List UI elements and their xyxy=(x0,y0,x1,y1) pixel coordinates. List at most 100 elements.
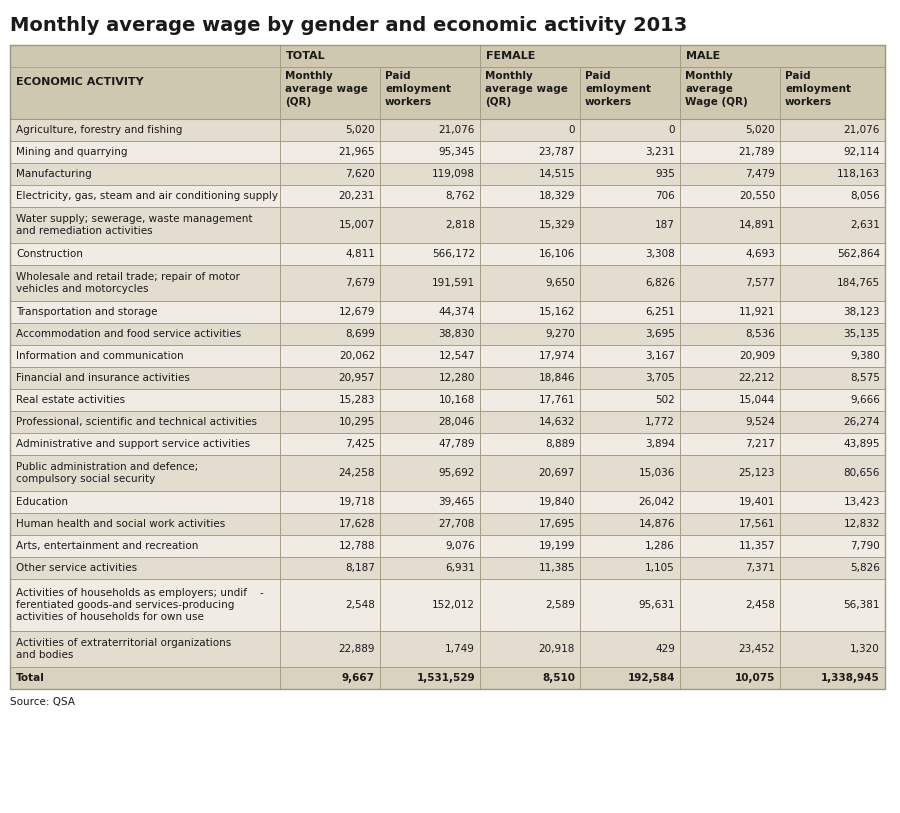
Text: 2,589: 2,589 xyxy=(545,600,575,610)
Text: 15,044: 15,044 xyxy=(739,395,775,405)
Bar xyxy=(680,411,780,433)
Bar xyxy=(580,389,680,411)
Text: 12,547: 12,547 xyxy=(438,351,475,361)
Text: 80,656: 80,656 xyxy=(843,468,880,478)
Text: 15,007: 15,007 xyxy=(338,220,375,230)
Bar xyxy=(480,631,580,667)
Bar xyxy=(480,513,580,535)
Text: 14,876: 14,876 xyxy=(638,519,675,529)
Text: 4,693: 4,693 xyxy=(745,249,775,259)
Text: 21,965: 21,965 xyxy=(338,147,375,157)
Text: 9,380: 9,380 xyxy=(850,351,880,361)
Text: 3,695: 3,695 xyxy=(645,329,675,339)
Bar xyxy=(780,243,885,265)
Text: 8,536: 8,536 xyxy=(745,329,775,339)
Bar xyxy=(10,557,280,579)
Text: 9,666: 9,666 xyxy=(850,395,880,405)
Bar xyxy=(280,45,480,67)
Text: 2,458: 2,458 xyxy=(745,600,775,610)
Bar xyxy=(280,455,380,491)
Text: 14,632: 14,632 xyxy=(538,417,575,427)
Text: Monthly
average wage
(QR): Monthly average wage (QR) xyxy=(485,71,568,107)
Text: Accommodation and food service activities: Accommodation and food service activitie… xyxy=(16,329,241,339)
Bar xyxy=(680,301,780,323)
Text: 44,374: 44,374 xyxy=(438,307,475,317)
Text: 23,787: 23,787 xyxy=(538,147,575,157)
Text: 118,163: 118,163 xyxy=(837,169,880,179)
Bar xyxy=(480,265,580,301)
Text: 9,270: 9,270 xyxy=(545,329,575,339)
Text: Monthly average wage by gender and economic activity 2013: Monthly average wage by gender and econo… xyxy=(10,16,688,35)
Text: 119,098: 119,098 xyxy=(432,169,475,179)
Text: 20,550: 20,550 xyxy=(739,191,775,201)
Bar xyxy=(580,163,680,185)
Bar xyxy=(780,579,885,631)
Text: ECONOMIC ACTIVITY: ECONOMIC ACTIVITY xyxy=(16,77,144,87)
Bar xyxy=(10,119,280,141)
Text: 17,761: 17,761 xyxy=(538,395,575,405)
Text: 1,105: 1,105 xyxy=(645,563,675,573)
Bar xyxy=(10,207,280,243)
Text: 38,123: 38,123 xyxy=(843,307,880,317)
Bar xyxy=(280,345,380,367)
Bar xyxy=(480,141,580,163)
Bar xyxy=(780,411,885,433)
Text: 9,524: 9,524 xyxy=(745,417,775,427)
Bar xyxy=(580,119,680,141)
Text: MALE: MALE xyxy=(686,51,720,61)
Text: 2,548: 2,548 xyxy=(345,600,375,610)
Text: 8,762: 8,762 xyxy=(446,191,475,201)
Bar xyxy=(680,667,780,689)
Bar xyxy=(680,433,780,455)
Bar xyxy=(380,301,480,323)
Bar xyxy=(780,163,885,185)
Bar xyxy=(280,579,380,631)
Bar xyxy=(780,535,885,557)
Bar xyxy=(680,243,780,265)
Text: 706: 706 xyxy=(655,191,675,201)
Text: Real estate activities: Real estate activities xyxy=(16,395,125,405)
Bar xyxy=(680,557,780,579)
Bar xyxy=(280,389,380,411)
Bar xyxy=(480,301,580,323)
Text: 6,826: 6,826 xyxy=(645,278,675,288)
Text: Source: QSA: Source: QSA xyxy=(10,697,75,707)
Text: 7,371: 7,371 xyxy=(745,563,775,573)
Text: 11,357: 11,357 xyxy=(739,541,775,551)
Bar xyxy=(280,301,380,323)
Text: Wholesale and retail trade; repair of motor
vehicles and motorcycles: Wholesale and retail trade; repair of mo… xyxy=(16,272,240,294)
Text: Activities of extraterritorial organizations
and bodies: Activities of extraterritorial organizat… xyxy=(16,638,231,660)
Bar xyxy=(10,455,280,491)
Text: 20,231: 20,231 xyxy=(338,191,375,201)
Bar xyxy=(280,323,380,345)
Bar xyxy=(680,535,780,557)
Bar xyxy=(10,367,280,389)
Bar xyxy=(780,185,885,207)
Bar xyxy=(380,389,480,411)
Text: 5,826: 5,826 xyxy=(850,563,880,573)
Text: 12,679: 12,679 xyxy=(338,307,375,317)
Text: 26,274: 26,274 xyxy=(843,417,880,427)
Text: 10,295: 10,295 xyxy=(338,417,375,427)
Text: 15,036: 15,036 xyxy=(639,468,675,478)
Text: 95,345: 95,345 xyxy=(438,147,475,157)
Text: 10,168: 10,168 xyxy=(438,395,475,405)
Bar xyxy=(380,455,480,491)
Bar xyxy=(280,367,380,389)
Bar xyxy=(10,45,885,689)
Bar xyxy=(380,265,480,301)
Text: 935: 935 xyxy=(655,169,675,179)
Text: 566,172: 566,172 xyxy=(432,249,475,259)
Text: 12,788: 12,788 xyxy=(338,541,375,551)
Text: Total: Total xyxy=(16,673,45,683)
Bar xyxy=(680,45,885,67)
Bar xyxy=(10,579,280,631)
Bar xyxy=(580,185,680,207)
Text: 8,056: 8,056 xyxy=(850,191,880,201)
Text: 7,790: 7,790 xyxy=(850,541,880,551)
Bar xyxy=(780,367,885,389)
Text: 14,891: 14,891 xyxy=(739,220,775,230)
Text: 22,212: 22,212 xyxy=(739,373,775,383)
Text: 11,921: 11,921 xyxy=(739,307,775,317)
Text: 10,075: 10,075 xyxy=(734,673,775,683)
